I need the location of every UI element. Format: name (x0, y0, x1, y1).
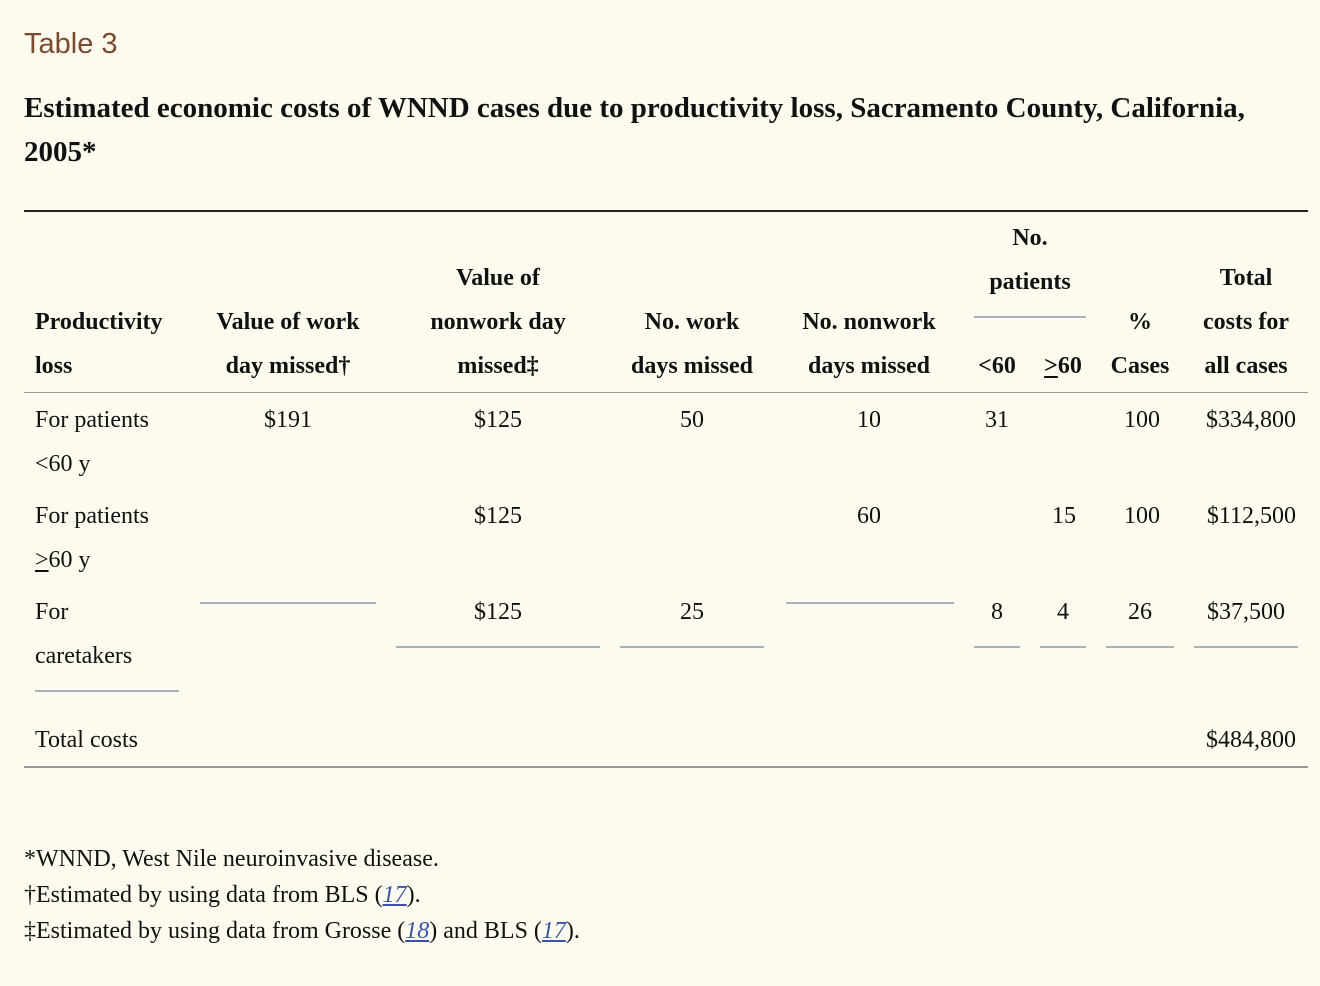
header-total-costs-1: Total (1219, 265, 1273, 291)
row2-total: $112,500 (1206, 503, 1296, 529)
header-rule (24, 392, 1308, 393)
row2-nonwork-days: 60 (857, 503, 881, 529)
row3-value-nonwork-day: $125 (474, 599, 522, 625)
row3-label-1: For (35, 599, 69, 625)
row3-lt60: 8 (991, 599, 1003, 625)
row1-lt60: 31 (985, 407, 1009, 433)
footnote-grosse-end: ). (565, 918, 580, 944)
header-productivity-loss-1: Productivity (35, 309, 163, 335)
row2-label-2: >60 y (35, 538, 91, 582)
table-top-rule (24, 210, 1308, 212)
footnote-bls: †Estimated by using data from BLS (17). (24, 877, 421, 913)
header-work-days-2: days missed (630, 353, 754, 379)
ge-symbol: > (1044, 353, 1058, 379)
footnote-wnnd: *WNND, West Nile neuroinvasive disease. (24, 846, 439, 872)
row2-ge60: 15 (1052, 503, 1076, 529)
header-value-nonwork-day-3: missed‡ (457, 353, 539, 379)
header-ge60-value: 60 (1057, 353, 1082, 379)
patients-group-rule (974, 316, 1086, 318)
row3-pct: 26 (1128, 599, 1152, 625)
subtotal-rule-total (1194, 646, 1298, 648)
row1-total: $334,800 (1206, 407, 1296, 433)
row1-nonwork-days: 10 (857, 407, 881, 433)
ref-link-18[interactable]: 18 (405, 918, 430, 944)
footnote-grosse-mid: ) and BLS ( (429, 918, 542, 944)
total-row-value: $484,800 (1206, 727, 1296, 753)
footnote-grosse: ‡Estimated by using data from Grosse (18… (24, 913, 580, 949)
header-nonwork-days-1: No. nonwork (802, 309, 936, 335)
row1-value-work-day: $191 (264, 407, 312, 433)
table-caption: Estimated economic costs of WNND cases d… (24, 92, 1245, 168)
table-label: Table 3 (24, 28, 118, 60)
row3-nonwork-days-rule (786, 602, 954, 604)
header-value-nonwork-day-1: Value of (456, 265, 540, 291)
row3-total: $37,500 (1207, 599, 1285, 625)
row2-label-value: 60 y (48, 547, 91, 573)
subtotal-rule-work-days (620, 646, 764, 648)
header-value-nonwork-day-2: nonwork day (430, 309, 566, 335)
subtotal-rule-label (35, 690, 179, 692)
row2-pct: 100 (1124, 503, 1160, 529)
row3-work-days: 25 (680, 599, 704, 625)
row1-label-1: For patients (35, 407, 149, 433)
footnote-grosse-text: ‡Estimated by using data from Grosse ( (24, 918, 406, 944)
row1-pct: 100 (1124, 407, 1160, 433)
header-value-work-day-2: day missed† (225, 353, 351, 379)
header-work-days-1: No. work (644, 309, 740, 335)
header-ge60: >60 (1038, 344, 1088, 388)
row3-ge60: 4 (1057, 599, 1069, 625)
header-total-costs-3: all cases (1204, 353, 1288, 379)
header-pct-cases-1: % (1128, 309, 1152, 335)
table-bottom-rule (24, 766, 1308, 768)
ref-link-17[interactable]: 17 (382, 882, 407, 908)
ge-symbol: > (35, 547, 49, 573)
row1-label-2: <60 y (35, 451, 91, 477)
row1-work-days: 50 (680, 407, 704, 433)
row2-value-nonwork-day: $125 (474, 503, 522, 529)
header-productivity-loss-2: loss (35, 353, 73, 379)
row2-label-1: For patients (35, 503, 149, 529)
row3-value-work-day-rule (200, 602, 376, 604)
ref-link-17[interactable]: 17 (541, 918, 566, 944)
header-patients-1: No. (1012, 225, 1048, 251)
header-value-work-day-1: Value of work (216, 309, 360, 335)
header-patients-2: patients (989, 269, 1071, 295)
row3-label-2: caretakers (35, 643, 133, 669)
subtotal-rule-pct (1106, 646, 1174, 648)
subtotal-rule-lt60 (974, 646, 1020, 648)
header-nonwork-days-2: days missed (807, 353, 931, 379)
footnote-bls-end: ). (406, 882, 421, 908)
footnote-bls-text: †Estimated by using data from BLS ( (24, 882, 383, 908)
header-pct-cases-2: Cases (1110, 353, 1170, 379)
subtotal-rule-nonwork-value (396, 646, 600, 648)
header-lt60: <60 (978, 353, 1016, 379)
subtotal-rule-ge60 (1040, 646, 1086, 648)
header-total-costs-2: costs for (1203, 309, 1289, 335)
total-row-label: Total costs (35, 727, 138, 753)
row1-value-nonwork-day: $125 (474, 407, 522, 433)
